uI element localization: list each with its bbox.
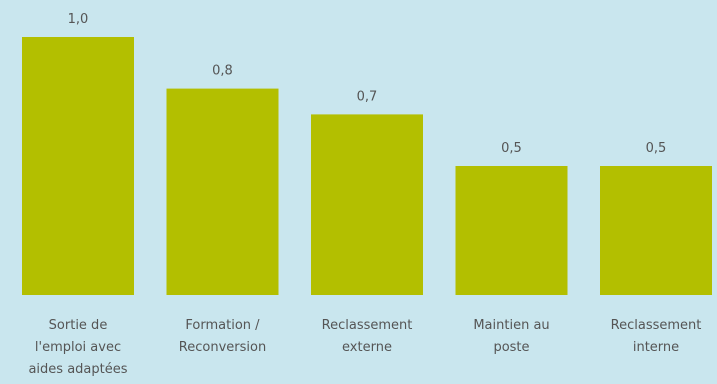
category-label-line: Reclassement bbox=[322, 318, 413, 333]
value-label-1: 1,0 bbox=[68, 12, 89, 27]
bar-5 bbox=[600, 166, 712, 295]
category-label-line: Maintien au bbox=[473, 318, 549, 333]
category-label-line: poste bbox=[493, 340, 529, 355]
bar-2 bbox=[166, 88, 279, 295]
category-label-5: Reclassement interne bbox=[611, 318, 702, 355]
category-label-line: Reconversion bbox=[179, 340, 266, 355]
value-labels-layer: 1,0 0,8 0,7 0,5 0,5 bbox=[68, 12, 667, 156]
category-label-3: Reclassement externe bbox=[322, 318, 413, 355]
category-label-line: Formation / bbox=[185, 318, 260, 333]
category-label-line: Sortie de bbox=[49, 318, 108, 333]
category-labels-layer: Sortie de l'emploi avec aides adaptées Form… bbox=[28, 318, 701, 377]
category-label-line: interne bbox=[633, 340, 679, 355]
bar-3 bbox=[311, 114, 423, 296]
category-label-line: aides adaptées bbox=[28, 362, 127, 377]
bar-1 bbox=[22, 37, 134, 295]
bars-layer bbox=[22, 37, 712, 296]
category-label-line: Reclassement bbox=[611, 318, 702, 333]
category-label-1: Sortie de l'emploi avec aides adaptées bbox=[28, 318, 127, 377]
value-label-2: 0,8 bbox=[212, 64, 233, 79]
category-label-line: l'emploi avec bbox=[35, 340, 121, 355]
bar-4 bbox=[455, 166, 568, 295]
category-label-line: externe bbox=[342, 340, 392, 355]
value-label-3: 0,7 bbox=[357, 89, 378, 104]
value-label-4: 0,5 bbox=[501, 141, 522, 156]
category-label-2: Formation / Reconversion bbox=[179, 318, 266, 355]
category-label-4: Maintien au poste bbox=[473, 318, 549, 355]
value-label-5: 0,5 bbox=[646, 141, 667, 156]
